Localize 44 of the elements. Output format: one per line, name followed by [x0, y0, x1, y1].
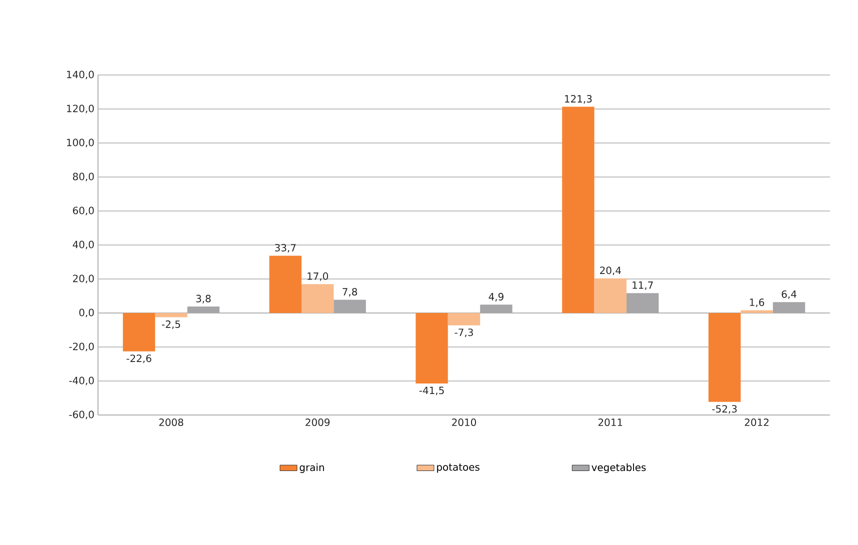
data-label: -52,3	[712, 405, 737, 414]
data-label: -7,3	[454, 328, 473, 338]
x-tick-label: 2011	[598, 418, 622, 426]
y-tick-label: 120,0	[67, 104, 94, 114]
x-tick-label: 2010	[452, 418, 476, 426]
x-tick-label: 2009	[306, 418, 330, 426]
bar	[562, 106, 594, 313]
bar	[740, 310, 773, 313]
x-tick-label: 2008	[159, 418, 184, 426]
bar	[708, 312, 741, 402]
bar	[302, 284, 334, 313]
data-label: 11,7	[632, 281, 653, 290]
y-tick-label: 20,0	[73, 274, 94, 284]
legend-label: potatoes	[437, 464, 480, 473]
y-tick-label: 0,0	[79, 308, 94, 318]
bar	[416, 312, 448, 384]
bar	[155, 312, 188, 318]
y-tick-label: 140,0	[67, 70, 94, 80]
data-label: -22,6	[126, 354, 152, 364]
x-tick-label: 2012	[744, 418, 768, 426]
data-label: 20,4	[600, 266, 621, 276]
bar	[448, 312, 480, 326]
y-tick-label: 100,0	[67, 138, 94, 148]
data-label: 7,8	[342, 288, 358, 297]
data-label: 3,8	[196, 294, 211, 304]
data-label: -2,5	[162, 320, 180, 329]
legend-label: grain	[300, 463, 324, 474]
y-tick-label: -40,0	[69, 376, 94, 386]
data-label: 6,4	[782, 290, 796, 299]
data-label: 121,3	[565, 95, 592, 104]
bar	[269, 256, 302, 313]
bar	[594, 278, 627, 313]
data-label: 17,0	[308, 272, 328, 281]
y-tick-label: 60,0	[73, 206, 94, 216]
y-tick-label: -20,0	[69, 342, 94, 352]
y-tick-label: 80,0	[72, 172, 94, 182]
y-tick-label: 40,0	[72, 240, 94, 250]
data-label: 33,7	[275, 244, 296, 253]
legend-label: vegetables	[592, 463, 646, 474]
y-tick-label: -60,0	[69, 410, 94, 420]
data-label: -41,5	[419, 386, 444, 396]
bar	[122, 312, 156, 352]
data-label: 1,6	[750, 298, 764, 308]
data-label: 4,9	[488, 292, 504, 302]
